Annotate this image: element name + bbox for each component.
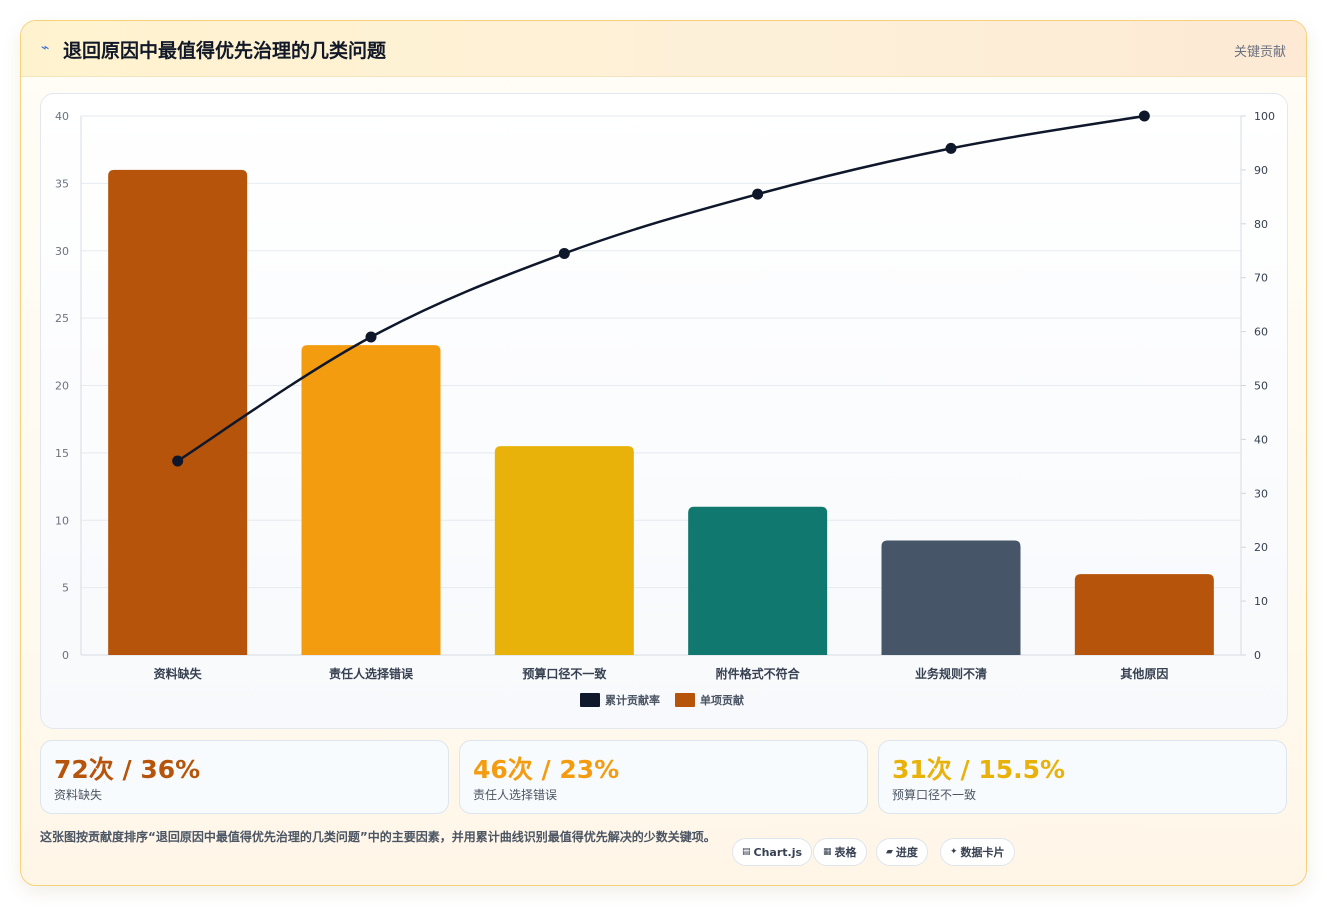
chip-label: Chart.js bbox=[753, 845, 803, 859]
chart-panel: 0 5 10 15 20 25 30 35 40 0 10 20 30 40 50 60 70 80 90 100 资料… bbox=[40, 93, 1288, 729]
stat-label: 责任人选择错误 bbox=[473, 788, 558, 802]
y-tick-right: 30 bbox=[1254, 487, 1268, 500]
y-tick-right: 0 bbox=[1254, 649, 1261, 662]
x-tick-label: 业务规则不清 bbox=[915, 666, 987, 681]
y-tick-right: 90 bbox=[1254, 164, 1268, 177]
x-tick-label: 责任人选择错误 bbox=[329, 666, 414, 681]
legend-label: 累计贡献率 bbox=[605, 693, 660, 707]
cumulative-point bbox=[365, 331, 377, 343]
bar bbox=[108, 169, 248, 655]
chip-progress[interactable]: ▰ 进度 bbox=[876, 838, 928, 866]
y-tick-left: 10 bbox=[55, 514, 69, 527]
chip-label: 表格 bbox=[834, 846, 857, 859]
x-tick-label: 预算口径不一致 bbox=[522, 666, 607, 681]
y-tick-right: 80 bbox=[1254, 218, 1268, 231]
legend-label: 单项贡献 bbox=[700, 693, 744, 707]
y-tick-right: 60 bbox=[1254, 326, 1268, 339]
chart-description: 这张图按贡献度排序“退回原因中最值得优先治理的几类问题”中的主要因素，并用累计曲… bbox=[40, 830, 716, 844]
stat-value: 72次 / 36% bbox=[54, 755, 201, 784]
y-tick-left: 25 bbox=[55, 312, 69, 325]
y-tick-right: 50 bbox=[1254, 380, 1268, 393]
card-header: ⌁ 退回原因中最值得优先治理的几类问题 关键贡献 bbox=[21, 21, 1306, 77]
y-tick-left: 30 bbox=[55, 245, 69, 258]
stat-value: 46次 / 23% bbox=[473, 755, 620, 784]
stat-card-3: 31次 / 15.5% 预算口径不一致 bbox=[878, 740, 1287, 814]
progress-icon: ▰ bbox=[886, 847, 893, 857]
y-tick-left: 5 bbox=[62, 582, 69, 595]
stat-card-1: 72次 / 36% 资料缺失 bbox=[40, 740, 449, 814]
cumulative-line bbox=[176, 114, 1145, 463]
x-tick-label: 附件格式不符合 bbox=[716, 666, 801, 681]
chart-icon: ▤ bbox=[742, 847, 751, 857]
chip-label: 进度 bbox=[895, 846, 918, 859]
cumulative-point bbox=[558, 247, 570, 259]
y-tick-right: 20 bbox=[1254, 541, 1268, 554]
legend-swatch bbox=[580, 693, 600, 707]
chip-chartjs[interactable]: ▤ Chart.js bbox=[732, 838, 813, 866]
table-icon: ▦ bbox=[823, 847, 832, 857]
y-tick-left: 40 bbox=[55, 110, 69, 123]
bar bbox=[688, 506, 828, 655]
y-tick-right: 40 bbox=[1254, 433, 1268, 446]
chip-label: 数据卡片 bbox=[960, 846, 1005, 859]
header-tag: 关键贡献 bbox=[1233, 45, 1286, 60]
bar bbox=[881, 540, 1021, 655]
cumulative-point bbox=[752, 188, 764, 200]
chip-data-card[interactable]: ✦ 数据卡片 bbox=[940, 838, 1015, 866]
y-tick-left: 20 bbox=[55, 380, 69, 393]
bar bbox=[494, 446, 634, 655]
card-title: 退回原因中最值得优先治理的几类问题 bbox=[63, 40, 387, 62]
data-card-icon: ✦ bbox=[950, 847, 958, 857]
pareto-chart: 0 5 10 15 20 25 30 35 40 0 10 20 30 40 50 60 70 80 90 100 资料… bbox=[55, 110, 1275, 707]
legend-swatch bbox=[675, 693, 695, 707]
y-tick-left: 35 bbox=[55, 177, 69, 190]
stat-value: 31次 / 15.5% bbox=[892, 755, 1066, 784]
cumulative-point bbox=[945, 142, 957, 154]
y-tick-right: 70 bbox=[1254, 272, 1268, 285]
chip-table[interactable]: ▦ 表格 bbox=[813, 838, 867, 866]
lightning-icon: ⌁ bbox=[41, 40, 50, 56]
bar bbox=[301, 345, 441, 655]
y-tick-right: 10 bbox=[1254, 595, 1268, 608]
stat-card-2: 46次 / 23% 责任人选择错误 bbox=[459, 740, 868, 814]
x-tick-label: 其他原因 bbox=[1120, 666, 1168, 681]
y-tick-left: 15 bbox=[55, 447, 69, 460]
stat-label: 预算口径不一致 bbox=[892, 788, 977, 802]
y-tick-right: 100 bbox=[1254, 110, 1275, 123]
cumulative-point bbox=[172, 455, 184, 467]
y-tick-left: 0 bbox=[62, 649, 69, 662]
stat-label: 资料缺失 bbox=[54, 788, 103, 802]
bar bbox=[1074, 574, 1214, 655]
x-tick-label: 资料缺失 bbox=[154, 666, 203, 681]
cumulative-point bbox=[1138, 110, 1150, 122]
chart-card: ⌁ 退回原因中最值得优先治理的几类问题 关键贡献 0 5 10 15 20 25 30 35 4… bbox=[20, 20, 1307, 886]
